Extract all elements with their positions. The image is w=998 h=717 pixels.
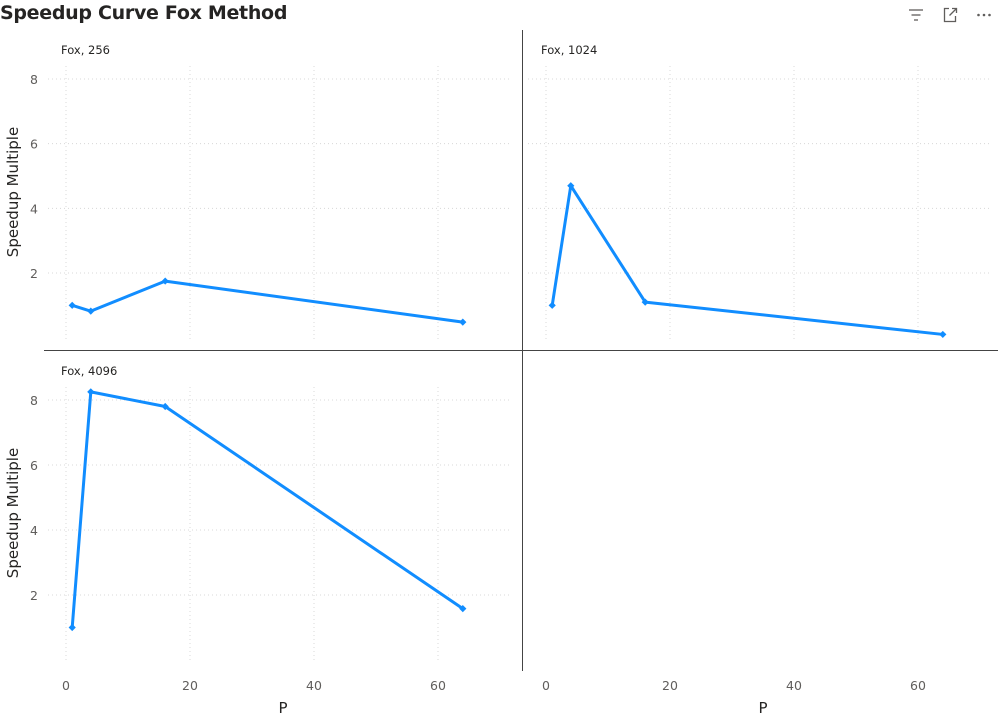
y-tick-label: 6	[30, 137, 38, 152]
x-tick-label: 0	[62, 678, 70, 693]
data-point	[459, 318, 467, 326]
focus-mode-icon[interactable]	[940, 5, 960, 25]
x-tick-label: 60	[430, 678, 446, 693]
data-point	[459, 605, 467, 613]
x-tick-label: 60	[910, 678, 926, 693]
x-tick-label: 0	[542, 678, 550, 693]
data-point	[161, 402, 169, 411]
panel-title: Fox, 256	[61, 43, 110, 57]
series-line	[70, 390, 464, 628]
y-tick-label: 8	[30, 393, 38, 408]
data-point	[567, 182, 575, 190]
panel-title: Fox, 1024	[541, 43, 597, 57]
y-tick-label: 6	[30, 458, 38, 473]
y-tick-label: 4	[30, 201, 38, 216]
data-point	[161, 277, 169, 285]
y-axis-label: Speedup Multiple	[4, 448, 22, 578]
data-point	[87, 388, 95, 396]
data-point	[68, 301, 76, 309]
data-point	[68, 623, 76, 632]
x-axis-label: P	[758, 699, 767, 717]
data-point	[641, 298, 649, 306]
data-point	[548, 301, 556, 309]
data-point	[939, 330, 947, 339]
y-axis-label: Speedup Multiple	[4, 127, 22, 257]
y-tick-label: 4	[30, 523, 38, 538]
y-tick-label: 8	[30, 72, 38, 87]
y-tick-label: 2	[30, 588, 38, 603]
chart-title: Speedup Curve Fox Method	[0, 2, 288, 24]
series-line	[71, 279, 464, 324]
y-tick-label: 2	[30, 266, 38, 281]
series-line	[550, 184, 943, 336]
data-point	[87, 307, 95, 315]
x-tick-label: 20	[662, 678, 678, 693]
panel-title: Fox, 4096	[61, 364, 117, 378]
more-options-icon[interactable]	[974, 5, 994, 25]
x-axis-label: P	[278, 699, 287, 717]
x-tick-label: 40	[786, 678, 802, 693]
visual-header-icons	[906, 4, 994, 26]
x-tick-label: 20	[182, 678, 198, 693]
x-tick-label: 40	[306, 678, 322, 693]
filter-icon[interactable]	[906, 5, 926, 25]
